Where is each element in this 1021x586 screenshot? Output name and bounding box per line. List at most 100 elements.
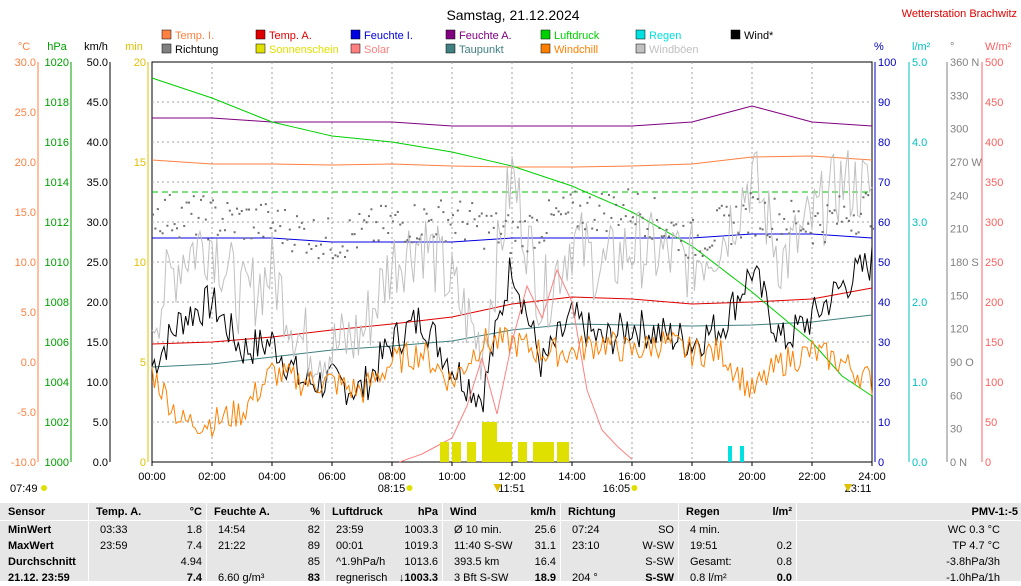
table-value: 1003.3 (404, 524, 438, 536)
axis-tick-label: 5.0 (912, 57, 927, 69)
series-point-richtung (780, 232, 783, 235)
series-point-richtung (161, 232, 164, 235)
axis-tick-label: 350 (985, 177, 1003, 189)
series-point-richtung (816, 212, 819, 215)
series-point-richtung (737, 232, 740, 235)
series-point-richtung (312, 219, 315, 222)
series-point-richtung (540, 235, 543, 238)
series-point-richtung (615, 203, 618, 206)
series-point-richtung (317, 257, 320, 260)
series-point-richtung (298, 226, 301, 229)
axis-tick-label: 15.0 (87, 337, 108, 349)
series-point-richtung (718, 207, 721, 210)
series-point-richtung (293, 243, 296, 246)
axis-tick-label: 1008 (45, 297, 69, 309)
axis-tick-label: 180 S (950, 257, 979, 269)
legend-swatch (255, 43, 266, 54)
table-unit: °C (189, 506, 202, 518)
series-point-richtung (704, 247, 706, 250)
table-value: 18.9 (534, 572, 556, 584)
axis-tick-label: 90 (878, 97, 890, 109)
series-point-richtung (192, 195, 195, 198)
series-point-richtung (545, 232, 548, 235)
series-point-richtung (521, 245, 524, 248)
x-tick-label: 12:00 (498, 471, 526, 483)
series-point-richtung (862, 196, 865, 199)
series-point-richtung (716, 209, 718, 212)
series-point-richtung (708, 246, 711, 249)
series-point-richtung (646, 228, 649, 231)
axis-tick-label: 360 N (950, 57, 979, 69)
series-point-richtung (660, 235, 663, 238)
series-point-richtung (200, 198, 202, 201)
series-point-richtung (567, 211, 570, 214)
series-point-richtung (689, 221, 692, 224)
x-tick-label: 04:00 (258, 471, 286, 483)
series-point-richtung (663, 235, 666, 238)
series-point-richtung (744, 208, 747, 211)
axis-tick-label: 400 (985, 137, 1003, 149)
series-point-richtung (790, 199, 793, 202)
series-point-richtung (231, 213, 234, 216)
series-point-richtung (850, 229, 853, 232)
axis-unit-right: l/m² (912, 41, 931, 53)
series-point-richtung (214, 206, 217, 209)
axis-tick-label: 10.0 (15, 257, 36, 269)
series-point-richtung (320, 243, 322, 246)
series-point-richtung (344, 255, 346, 258)
axis-tick-label: 3.0 (912, 217, 927, 229)
sunshine-bar (533, 442, 554, 462)
legend-swatch (161, 29, 172, 40)
series-point-richtung (377, 239, 380, 242)
series-point-richtung (569, 193, 572, 196)
series-point-richtung (341, 245, 344, 248)
series-line-windchill (151, 326, 873, 438)
series-point-richtung (456, 209, 459, 212)
series-point-richtung (252, 226, 255, 229)
series-point-richtung (773, 197, 776, 200)
axis-tick-label: 25.0 (87, 257, 108, 269)
series-point-richtung (351, 233, 354, 236)
legend-label: Regen (649, 30, 681, 42)
series-point-richtung (336, 255, 339, 258)
chart-legend: Temp. I. Temp. A. Feuchte I. Feuchte A. Luft… (161, 29, 774, 56)
series-point-richtung (262, 235, 265, 238)
series-point-richtung (255, 208, 258, 211)
legend-label: Richtung (175, 44, 218, 56)
series-point-richtung (665, 228, 668, 231)
legend-swatch (350, 29, 361, 40)
series-point-richtung (444, 240, 447, 243)
series-point-richtung (166, 224, 169, 227)
series-point-richtung (370, 208, 373, 211)
series-point-richtung (605, 230, 608, 233)
moon-marker-icon (844, 484, 852, 492)
sunshine-bar (518, 442, 527, 462)
series-point-richtung (833, 209, 836, 212)
series-point-richtung (356, 246, 358, 249)
series-line-windben (151, 150, 873, 381)
series-point-richtung (845, 217, 848, 220)
axis-unit-right: % (874, 41, 884, 53)
table-value: 7.4 (186, 572, 202, 584)
table-cell: ^1.9hPa/h (336, 556, 386, 568)
series-point-richtung (221, 217, 224, 220)
table-cell: TP 4.7 °C (952, 540, 1000, 552)
x-tick-label: 14:00 (558, 471, 586, 483)
table-value: 82 (307, 524, 320, 536)
axis-tick-label: 300 (985, 217, 1003, 229)
series-point-richtung (428, 219, 430, 222)
legend-swatch (635, 43, 646, 54)
series-point-richtung (670, 221, 673, 224)
series-point-richtung (788, 232, 790, 235)
axis-tick-label: 25.0 (15, 107, 36, 119)
series-line-solar (399, 268, 633, 463)
series-line-wind (151, 246, 873, 413)
table-cell: 23:59 (100, 540, 128, 552)
series-point-richtung (548, 199, 550, 202)
series-point-richtung (459, 200, 462, 203)
axis-tick-label: 150 (985, 337, 1003, 349)
axis-tick-label: 1010 (45, 257, 69, 269)
axis-tick-label: 100 (985, 377, 1003, 389)
series-point-richtung (260, 203, 262, 206)
series-point-richtung (485, 214, 488, 217)
